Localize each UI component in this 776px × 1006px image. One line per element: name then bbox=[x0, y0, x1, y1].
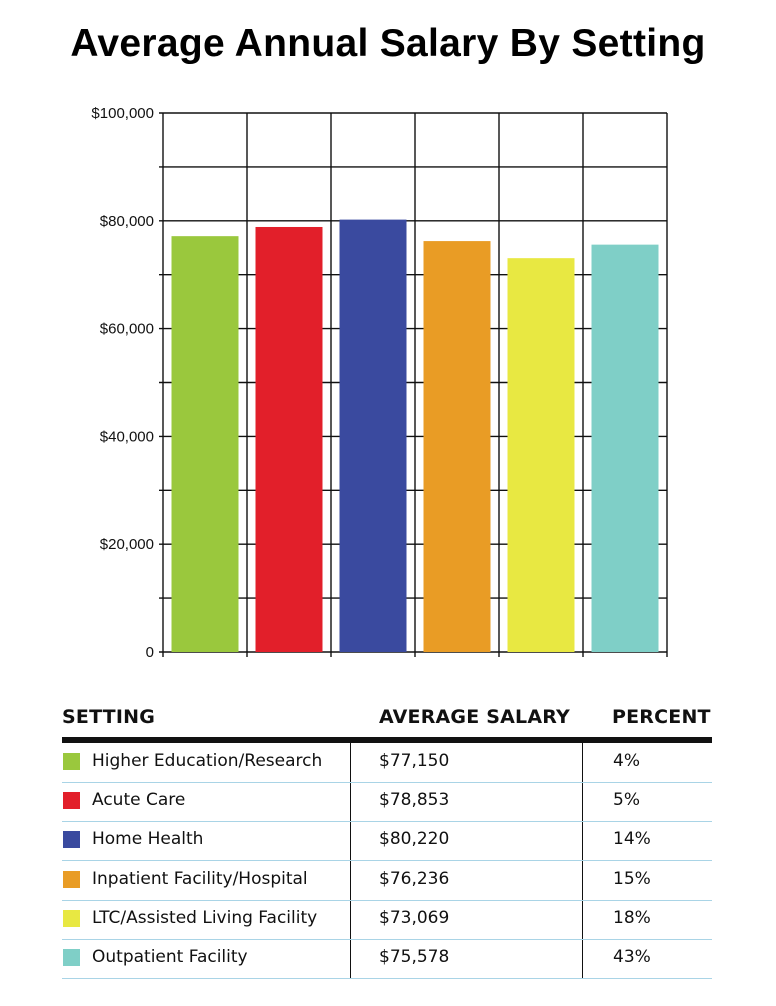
percent-cell: 4% bbox=[613, 751, 640, 771]
salary-cell: $78,853 bbox=[379, 790, 450, 811]
table-row: Higher Education/Research $77,150 4% bbox=[62, 743, 712, 783]
percent-cell: 15% bbox=[613, 868, 651, 889]
salary-cell: $75,578 bbox=[379, 947, 450, 967]
percent-cell: 14% bbox=[613, 829, 651, 850]
y-tick-label: $20,000 bbox=[100, 536, 154, 553]
percent-cell: 18% bbox=[613, 907, 651, 928]
setting-cell: Acute Care bbox=[92, 790, 186, 811]
header-rule bbox=[62, 737, 712, 743]
percent-cell: 5% bbox=[613, 790, 640, 811]
salary-cell: $73,069 bbox=[379, 907, 450, 928]
legend-swatch bbox=[63, 870, 80, 888]
y-tick-label: 0 bbox=[146, 644, 154, 661]
bar-2 bbox=[339, 219, 407, 652]
table-row: Home Health $80,220 14% bbox=[62, 821, 712, 862]
legend-swatch bbox=[63, 831, 80, 849]
legend-swatch bbox=[63, 949, 80, 966]
y-tick-label: $80,000 bbox=[100, 213, 154, 230]
setting-cell: LTC/Assisted Living Facility bbox=[92, 907, 318, 928]
setting-cell: Higher Education/Research bbox=[92, 751, 323, 771]
header-average-salary: AVERAGE SALARY bbox=[379, 706, 570, 728]
bar-4 bbox=[507, 258, 575, 652]
bar-3 bbox=[423, 241, 491, 653]
setting-cell: Home Health bbox=[92, 829, 204, 850]
salary-cell: $76,236 bbox=[379, 868, 450, 889]
salary-cell: $77,150 bbox=[379, 751, 450, 771]
table-row: Acute Care $78,853 5% bbox=[62, 782, 712, 823]
bar-0 bbox=[171, 236, 239, 652]
table-row: Outpatient Facility $75,578 43% bbox=[62, 939, 712, 979]
chart-title: Average Annual Salary By Setting bbox=[70, 22, 706, 65]
y-tick-label: $100,000 bbox=[91, 105, 154, 122]
percent-cell: 43% bbox=[613, 947, 651, 967]
setting-cell: Inpatient Facility/Hospital bbox=[92, 868, 308, 889]
header-setting: SETTING bbox=[62, 706, 155, 728]
table-row: LTC/Assisted Living Facility $73,069 18% bbox=[62, 900, 712, 940]
legend-swatch bbox=[63, 909, 80, 927]
setting-cell: Outpatient Facility bbox=[92, 947, 248, 967]
bar-5 bbox=[591, 244, 659, 652]
table-row: Inpatient Facility/Hospital $76,236 15% bbox=[62, 861, 712, 901]
salary-cell: $80,220 bbox=[379, 829, 450, 850]
header-percent: PERCENT bbox=[612, 706, 711, 728]
bar-1 bbox=[255, 226, 323, 652]
bar-chart: 0 $20,000 $40,000 $60,000 $80,000 $100,000 bbox=[91, 105, 668, 661]
y-tick-label: $60,000 bbox=[100, 321, 154, 338]
y-tick-label: $40,000 bbox=[100, 428, 154, 445]
legend-swatch bbox=[63, 753, 80, 770]
legend-swatch bbox=[63, 792, 80, 810]
